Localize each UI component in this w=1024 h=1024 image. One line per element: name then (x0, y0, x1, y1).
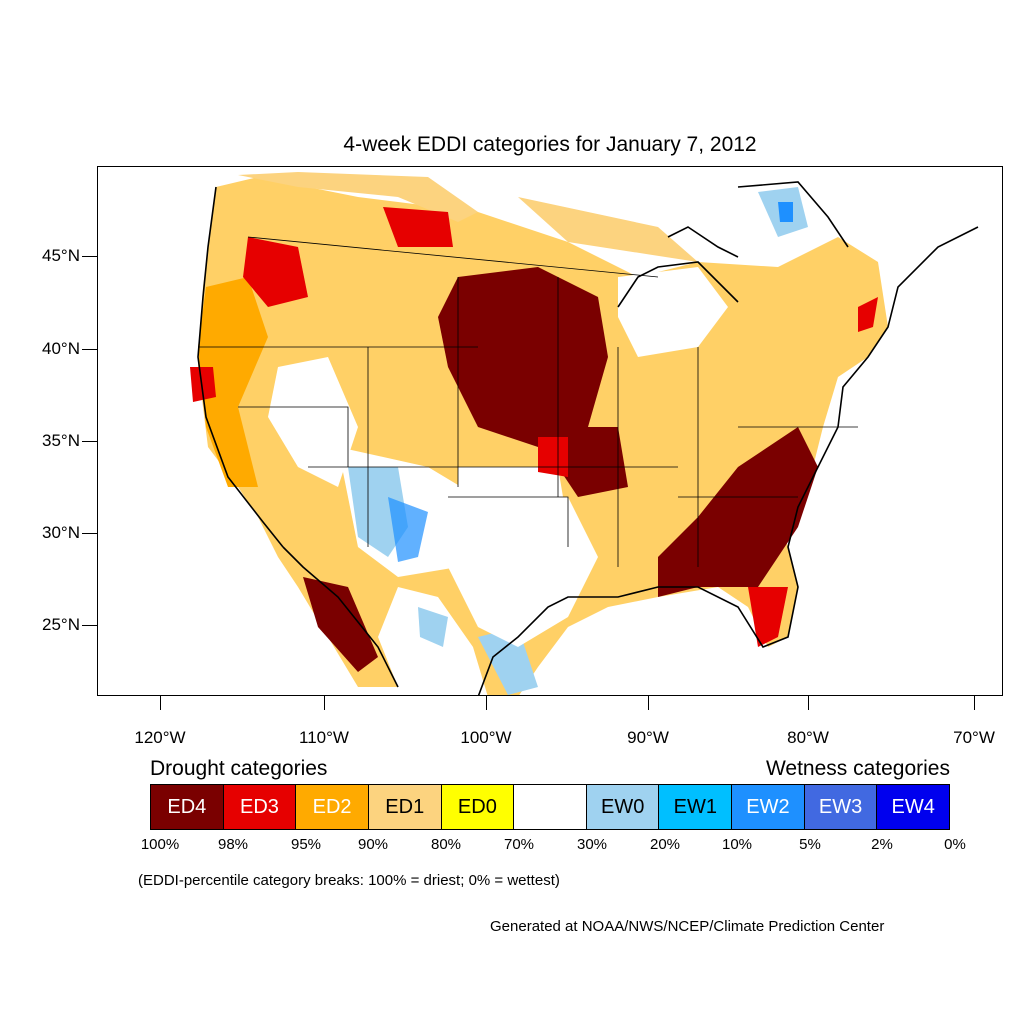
legend-swatch-ed3: ED3 (223, 785, 297, 829)
legend-swatch-ed0: ED0 (441, 785, 515, 829)
percent-break: 0% (944, 836, 966, 853)
lat-tick (82, 441, 97, 442)
percent-break: 10% (721, 836, 753, 853)
percent-break: 90% (357, 836, 389, 853)
legend-swatch-ew1: EW1 (659, 785, 733, 829)
percent-break: 80% (430, 836, 462, 853)
lat-tick (82, 256, 97, 257)
lon-label-90: 90°W (627, 728, 669, 747)
drought-categories-title: Drought categories (150, 757, 328, 780)
legend-swatch-ew4: EW4 (877, 785, 950, 829)
eddi-map (190, 172, 979, 695)
lat-label-25: 25°N (42, 615, 80, 634)
map-panel (97, 166, 1003, 696)
credit-line: Generated at NOAA/NWS/NCEP/Climate Predi… (490, 918, 885, 935)
plains-ed4-region (438, 267, 608, 447)
legend-swatch-ew0: EW0 (586, 785, 660, 829)
percent-break: 70% (503, 836, 535, 853)
lat-label-35: 35°N (42, 431, 80, 450)
legend-swatch-ew2: EW2 (732, 785, 805, 829)
lon-label-80: 80°W (787, 728, 829, 747)
percent-break: 98% (217, 836, 249, 853)
percent-break: 95% (290, 836, 322, 853)
lat-tick (82, 533, 97, 534)
legend-swatch-ed2: ED2 (296, 785, 369, 829)
lat-label-45: 45°N (42, 246, 80, 265)
lon-label-110: 110°W (299, 728, 349, 747)
percent-break: 100% (140, 836, 180, 853)
legend-swatch-ew3: EW3 (804, 785, 878, 829)
lon-label-120: 120°W (134, 728, 186, 747)
percent-break: 20% (649, 836, 681, 853)
lat-label-30: 30°N (42, 523, 80, 542)
lon-tick (648, 696, 649, 710)
lat-label-40: 40°N (42, 339, 80, 358)
lat-tick (82, 349, 97, 350)
legend-swatch-ed4: ED4 (151, 785, 224, 829)
map-title: 4-week EDDI categories for January 7, 20… (343, 133, 757, 156)
breaks-note: (EDDI-percentile category breaks: 100% =… (138, 872, 560, 889)
percent-break: 2% (871, 836, 893, 853)
lon-tick (808, 696, 809, 710)
category-legend-bar: ED4 ED3 ED2 ED1 ED0 EW0 EW1 EW2 EW3 EW4 (150, 784, 950, 830)
lon-label-100: 100°W (460, 728, 512, 747)
percent-break: 30% (576, 836, 608, 853)
lon-tick (486, 696, 487, 710)
percent-break: 5% (799, 836, 821, 853)
lon-tick (324, 696, 325, 710)
lon-label-70: 70°W (953, 728, 995, 747)
mexico-ed4-region (303, 577, 378, 672)
lon-tick (160, 696, 161, 710)
lon-tick (974, 696, 975, 710)
legend-swatch-neutral (514, 785, 587, 829)
wetness-categories-title: Wetness categories (765, 757, 950, 780)
legend-swatch-ed1: ED1 (368, 785, 442, 829)
lat-tick (82, 625, 97, 626)
